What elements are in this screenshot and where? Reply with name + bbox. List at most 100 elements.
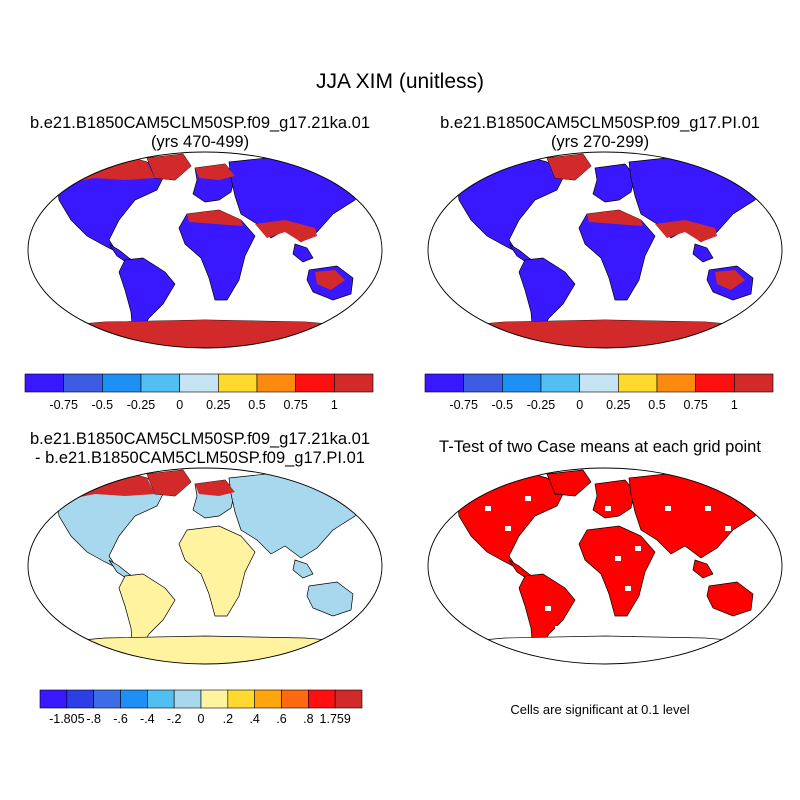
colorbar-swatch [502,373,542,393]
non-significant-cell [625,586,631,591]
colorbar-swatch [334,373,374,393]
non-significant-cell [485,506,491,511]
colorbar-tick-label: -0.5 [492,398,514,412]
colorbar-swatch [618,373,658,393]
non-significant-cell [705,506,711,511]
difference-high-greenland [147,470,191,496]
high-value-region-asia [255,220,317,242]
continent-australia [306,581,354,617]
continent-se-asia [292,559,314,579]
continent-antarctica [428,635,782,664]
panel2-title: b.e21.B1850CAM5CLM50SP.f09_g17.PI.01 (yr… [400,114,800,152]
significance-note: Cells are significant at 0.1 level [510,702,690,717]
continent-antarctica [28,635,382,664]
colorbar-tick-label: 1 [331,398,338,412]
colorbar-tick-label: -.8 [86,712,101,726]
colorbar-swatch [173,689,202,709]
high-value-region-australia [315,270,345,290]
colorbar-tick-label: 0 [176,398,183,412]
colorbar-tick-label: 0 [198,712,205,726]
colorbar-tick-label: 0.5 [248,398,265,412]
colorbar-swatch [579,373,619,393]
map-boundary [427,151,783,349]
colorbar-tick-label: -.2 [167,712,182,726]
colorbar-swatch [540,373,580,393]
non-significant-cell [615,556,621,561]
colorbar-tick-label: 1.759 [320,712,351,726]
non-significant-cell [525,496,531,501]
continent-australia [706,581,754,617]
colorbar-tick-label: 0.5 [648,398,665,412]
colorbar-tick-label: -.6 [113,712,128,726]
figure-title: JJA XIM (unitless) [315,70,485,93]
non-significant-cell [505,526,511,531]
continent-se-asia [692,559,714,579]
colorbar-difference: -1.805 -.8 -.6 -.4 -.2 0 .2 .4 .6 .8 1.759 [39,689,363,726]
difference-high-europe [195,480,235,496]
high-value-region-greenland [547,154,591,180]
colorbar-tick-label: 0.25 [206,398,230,412]
panel3-title: b.e21.B1850CAM5CLM50SP.f09_g17.21ka.01 -… [0,430,400,468]
colorbar-swatch [63,373,103,393]
non-significant-cell [545,606,551,611]
colorbar-swatch [179,373,219,393]
continent-se-asia [692,243,714,263]
high-value-region-europe [195,164,235,180]
map-panel-pi [427,151,783,349]
colorbar-swatch [281,689,309,709]
colorbar-tick-label: 1 [731,398,738,412]
map-boundary [27,151,383,349]
high-value-region-australia [715,270,745,290]
non-significant-cell [605,506,611,511]
colorbar-swatch [218,373,258,393]
panel1-title-line2: (yrs 470-499) [150,133,250,151]
colorbar-swatch [334,689,363,709]
colorbar-swatch [656,373,696,393]
colorbar-tick-label: -1.805 [49,712,84,726]
colorbar-swatch [254,689,282,709]
map-panel-21ka [27,151,383,349]
high-value-region-sahara [187,210,243,226]
high-value-region-antarctica [429,320,781,348]
colorbar-tick-label: 0.75 [683,398,707,412]
colorbar-tick-label: 0.25 [606,398,630,412]
high-value-region-greenland [147,154,191,180]
non-significant-cell [725,526,731,531]
colorbar-swatch [463,373,503,393]
colorbar-tick-label: 0 [576,398,583,412]
colorbar-swatch [734,373,774,393]
colorbar-tick-label: -0.75 [449,398,478,412]
panel4-title: T-Test of two Case means at each grid po… [400,438,800,457]
colorbar-swatch [39,689,68,709]
colorbar-swatch [424,373,464,393]
continent-europe [592,479,636,519]
colorbar-swatch [66,689,94,709]
colorbar-swatch [147,689,175,709]
non-significant-cell [665,506,671,511]
panel4-title-line1: T-Test of two Case means at each grid po… [439,438,761,456]
high-value-region-antarctica [29,320,381,348]
colorbar-swatch [200,689,229,709]
panel3-title-line1: b.e21.B1850CAM5CLM50SP.f09_g17.21ka.01 [29,430,371,448]
colorbar-swatch [295,373,335,393]
colorbar-swatch [308,689,336,709]
colorbar-tick-label: .8 [303,712,313,726]
high-value-region-sahara [587,210,643,226]
colorbar-swatch [93,689,121,709]
colorbar-tick-label: .6 [276,712,286,726]
colorbar-swatch [24,373,64,393]
colorbar-swatch [256,373,296,393]
non-significant-cell [635,546,641,551]
colorbar-swatch [120,689,148,709]
continent-europe [592,163,636,203]
colorbar-tick-label: .2 [223,712,233,726]
panel2-title-line2: (yrs 270-299) [550,133,650,151]
colorbar-swatch [227,689,255,709]
non-significant-cell [555,626,561,631]
panel2-title-line1: b.e21.B1850CAM5CLM50SP.f09_g17.PI.01 [440,114,760,132]
high-value-region-asia [655,220,717,242]
colorbar-tick-label: -0.5 [92,398,114,412]
colorbar-tick-label: .4 [249,712,259,726]
colorbar-tick-label: -0.25 [527,398,556,412]
